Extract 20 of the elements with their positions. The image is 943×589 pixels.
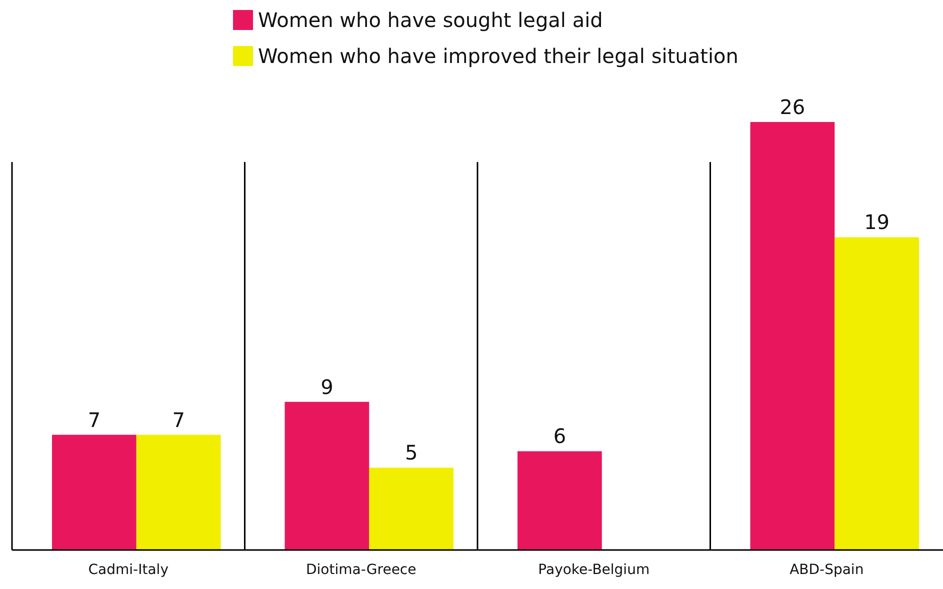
- data-label: 7: [88, 408, 101, 432]
- legend-label: Women who have sought legal aid: [258, 8, 603, 32]
- x-tick-label: Diotima-Greece: [306, 562, 416, 578]
- x-tick-label: Payoke-Belgium: [538, 562, 650, 578]
- data-label: 19: [864, 210, 890, 234]
- data-label: 9: [320, 374, 334, 399]
- data-label: 26: [780, 95, 806, 119]
- data-label: 6: [553, 424, 566, 448]
- bar: [750, 122, 835, 550]
- bar: [284, 402, 370, 550]
- legend-label: Women who have improved their legal situation: [258, 44, 738, 68]
- bar: [52, 434, 136, 550]
- bar: [369, 468, 454, 550]
- bar: [834, 237, 919, 550]
- data-label: 7: [172, 408, 185, 432]
- bar: [136, 434, 221, 550]
- x-tick-label: ABD-Spain: [790, 562, 864, 578]
- data-label: 5: [404, 440, 418, 465]
- bar: [518, 451, 602, 550]
- x-tick-label: Cadmi-Italy: [88, 562, 168, 578]
